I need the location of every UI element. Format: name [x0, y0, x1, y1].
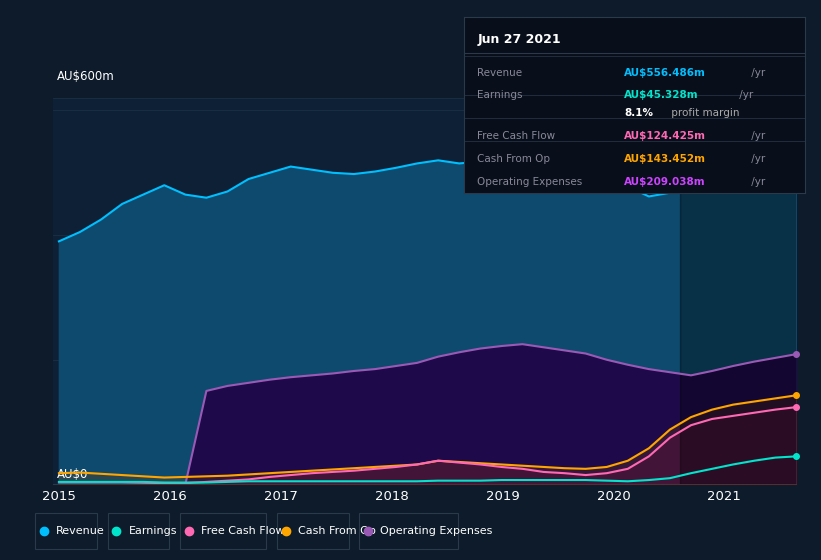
Text: Earnings: Earnings	[478, 90, 523, 100]
Text: AU$0: AU$0	[57, 468, 89, 480]
FancyBboxPatch shape	[180, 512, 266, 549]
Text: /yr: /yr	[748, 154, 765, 164]
Text: 8.1%: 8.1%	[624, 108, 653, 118]
Text: Free Cash Flow: Free Cash Flow	[201, 526, 284, 535]
Text: /yr: /yr	[748, 131, 765, 141]
Text: Revenue: Revenue	[478, 68, 523, 78]
Text: Cash From Op: Cash From Op	[298, 526, 376, 535]
FancyBboxPatch shape	[360, 512, 458, 549]
Text: AU$124.425m: AU$124.425m	[624, 131, 706, 141]
FancyBboxPatch shape	[108, 512, 169, 549]
Text: AU$143.452m: AU$143.452m	[624, 154, 706, 164]
Text: AU$209.038m: AU$209.038m	[624, 177, 705, 186]
Text: AU$45.328m: AU$45.328m	[624, 90, 699, 100]
Text: Operating Expenses: Operating Expenses	[380, 526, 493, 535]
Text: Free Cash Flow: Free Cash Flow	[478, 131, 556, 141]
Text: Jun 27 2021: Jun 27 2021	[478, 32, 561, 46]
FancyBboxPatch shape	[277, 512, 349, 549]
Text: AU$600m: AU$600m	[57, 69, 115, 82]
Text: AU$556.486m: AU$556.486m	[624, 68, 706, 78]
Text: Cash From Op: Cash From Op	[478, 154, 551, 164]
Text: /yr: /yr	[736, 90, 754, 100]
Text: Revenue: Revenue	[56, 526, 105, 535]
Text: profit margin: profit margin	[668, 108, 740, 118]
Text: /yr: /yr	[748, 177, 765, 186]
Text: Earnings: Earnings	[128, 526, 177, 535]
Text: Operating Expenses: Operating Expenses	[478, 177, 583, 186]
Bar	[680, 98, 821, 484]
Text: /yr: /yr	[748, 68, 765, 78]
FancyBboxPatch shape	[35, 512, 97, 549]
